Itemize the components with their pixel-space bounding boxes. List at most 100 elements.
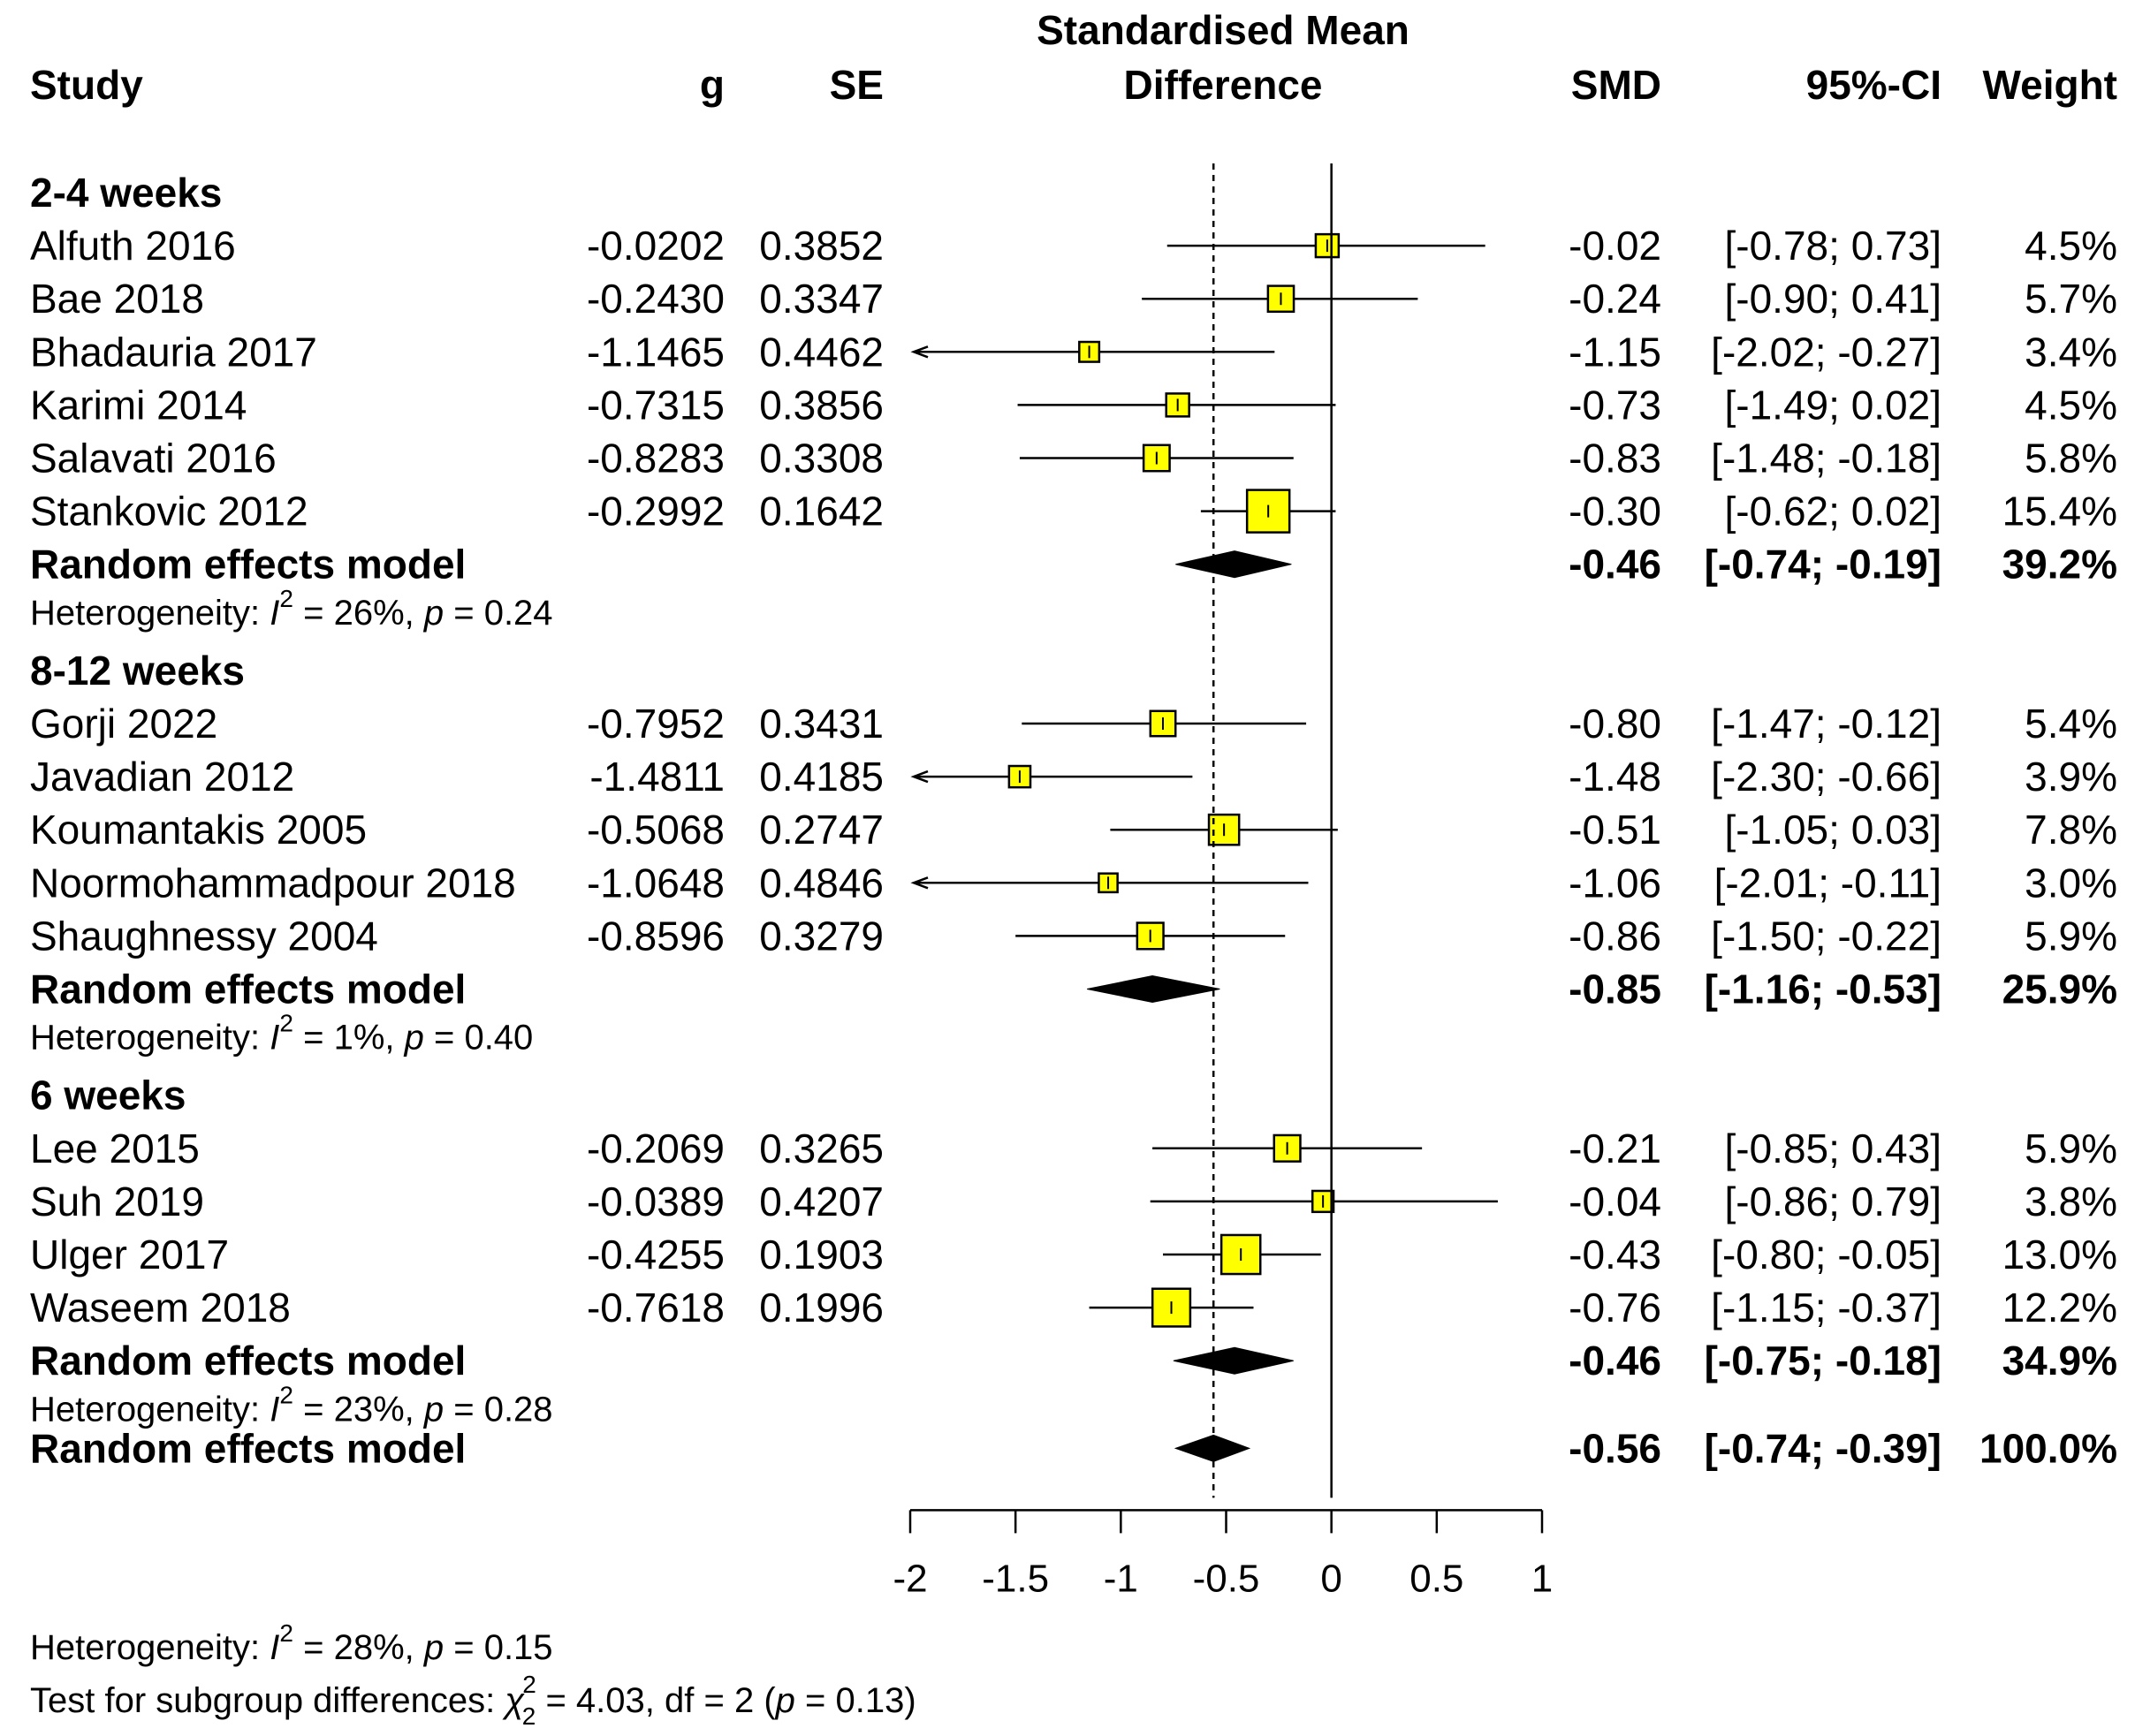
study-1-6-smd: -0.30 [1569,489,1661,534]
group-3-model-diamond [1173,1346,1294,1375]
study-3-2-weight: 3.8% [2025,1179,2117,1224]
study-3-3-smd: -0.43 [1569,1232,1661,1277]
study-1-2-g: -0.2430 [587,276,725,322]
plot-title-line-2: Difference [1124,62,1323,108]
group-2-heterogeneity-pvalue: = 0.40 [424,1019,533,1058]
study-3-3-se: 0.1903 [759,1232,884,1277]
study-2-1-se: 0.3431 [759,701,884,747]
group-2-model-diamond [1087,974,1220,1004]
study-1-5-name: Salavati 2016 [30,436,277,481]
study-1-3-weight: 3.4% [2025,329,2117,375]
group-1-heterogeneity-i: I [270,594,279,633]
group-1-heterogeneity: Heterogeneity: I2 = 26%, p = 0.24 [30,585,553,633]
group-2-model-weight: 25.9% [2002,967,2117,1012]
study-3-1-smd: -0.21 [1569,1126,1661,1171]
group-1-model-smd: -0.46 [1569,542,1661,588]
group-2-heterogeneity-stat: = 1%, [293,1019,405,1058]
study-3-2-ci: [-0.86; 0.79] [1725,1179,1942,1224]
study-2-2-name: Javadian 2012 [30,754,294,800]
study-1-3-smd: -1.15 [1569,329,1661,375]
study-3-3-g: -0.4255 [587,1232,725,1277]
group-1-heterogeneity-stat: = 26%, [293,594,424,633]
group-label-1: 2-4 weeks [30,170,222,216]
x-tick-label-6: 0.5 [1409,1557,1463,1600]
study-1-3-se: 0.4462 [759,329,884,375]
group-1-model-ci: [-0.74; -0.19] [1705,542,1941,588]
group-3-heterogeneity-stat: = 23%, [293,1390,424,1429]
study-1-6-g: -0.2992 [587,489,725,534]
study-2-1-ci: [-1.47; -0.12] [1711,701,1941,747]
group-3-heterogeneity-i: I [270,1390,279,1429]
study-2-1-smd: -0.80 [1569,701,1661,747]
group-2-heterogeneity-p: p [404,1019,424,1058]
study-3-1-ci: [-0.85; 0.43] [1725,1126,1942,1171]
group-1-model-label: Random effects model [30,542,466,588]
header-weight: Weight [1983,62,2117,108]
x-tick-label-3: -1 [1104,1557,1138,1600]
x-tick-label-5: 0 [1320,1557,1341,1600]
study-1-3-ci: [-2.02; -0.27] [1711,329,1941,375]
subgroup-test-p: p [775,1681,795,1720]
study-1-1-ci: [-0.78; 0.73] [1725,223,1942,269]
group-1-heterogeneity-pvalue: = 0.24 [444,594,552,633]
study-2-5-se: 0.3279 [759,913,884,959]
group-3-model-smd: -0.46 [1569,1338,1661,1383]
study-3-2-se: 0.4207 [759,1179,884,1224]
study-2-3-g: -0.5068 [587,807,725,853]
study-3-4-weight: 12.2% [2002,1285,2117,1330]
group-3-heterogeneity: Heterogeneity: I2 = 23%, p = 0.28 [30,1381,553,1429]
study-2-2-ci: [-2.30; -0.66] [1711,754,1941,800]
group-2-model-ci: [-1.16; -0.53] [1705,967,1941,1012]
study-2-5-ci: [-1.50; -0.22] [1711,913,1941,959]
group-1-model-diamond [1175,550,1292,579]
overall-heterogeneity-prefix: Heterogeneity: [30,1628,270,1667]
overall-heterogeneity-i: I [270,1628,279,1667]
study-3-3-weight: 13.0% [2002,1232,2117,1277]
study-3-2-smd: -0.04 [1569,1179,1661,1224]
study-3-2-name: Suh 2019 [30,1179,204,1224]
group-3-heterogeneity-p: p [423,1390,444,1429]
study-1-4-se: 0.3856 [759,382,884,428]
study-2-4-name: Noormohammadpour 2018 [30,860,516,906]
study-2-5-weight: 5.9% [2025,913,2117,959]
study-1-2-smd: -0.24 [1569,276,1661,322]
study-2-4-smd: -1.06 [1569,860,1661,906]
group-label-3: 6 weeks [30,1073,186,1118]
study-3-4-g: -0.7618 [587,1285,725,1330]
study-2-3-weight: 7.8% [2025,807,2117,853]
study-1-4-ci: [-1.49; 0.02] [1725,382,1942,428]
study-3-1-weight: 5.9% [2025,1126,2117,1171]
group-3-heterogeneity-sup: 2 [279,1381,293,1408]
subgroup-test-chi-sup: 2 [522,1671,536,1698]
study-1-2-name: Bae 2018 [30,276,204,322]
group-1-heterogeneity-sup: 2 [279,585,293,612]
subgroup-test-pvalue: = 0.13) [795,1681,916,1720]
study-2-2-se: 0.4185 [759,754,884,800]
plot-title-line-1: Standardised Mean [1037,7,1409,53]
group-3-model-weight: 34.9% [2002,1338,2117,1383]
study-1-6-name: Stankovic 2012 [30,489,308,534]
overall-model-weight: 100.0% [1979,1425,2117,1471]
group-3-model-ci: [-0.75; -0.18] [1705,1338,1941,1383]
study-1-2-se: 0.3347 [759,276,884,322]
study-1-6-se: 0.1642 [759,489,884,534]
study-1-4-smd: -0.73 [1569,382,1661,428]
study-2-5-g: -0.8596 [587,913,725,959]
group-2-heterogeneity-prefix: Heterogeneity: [30,1019,270,1058]
x-tick-label-2: -1.5 [982,1557,1049,1600]
overall-model-label: Random effects model [30,1425,466,1471]
study-2-2-ci-arrow [910,769,929,784]
header-ci: 95%-CI [1806,62,1941,108]
study-1-1-g: -0.0202 [587,223,725,269]
overall-heterogeneity: Heterogeneity: I2 = 28%, p = 0.15 [30,1619,553,1667]
x-tick-label-7: 1 [1531,1557,1553,1600]
study-1-1-name: Alfuth 2016 [30,223,236,269]
study-3-4-ci: [-1.15; -0.37] [1711,1285,1941,1330]
study-3-1-g: -0.2069 [587,1126,725,1171]
study-2-1-weight: 5.4% [2025,701,2117,747]
x-tick-label-4: -0.5 [1193,1557,1260,1600]
subgroup-test-chi: χ [502,1681,525,1720]
study-2-3-ci: [-1.05; 0.03] [1725,807,1942,853]
